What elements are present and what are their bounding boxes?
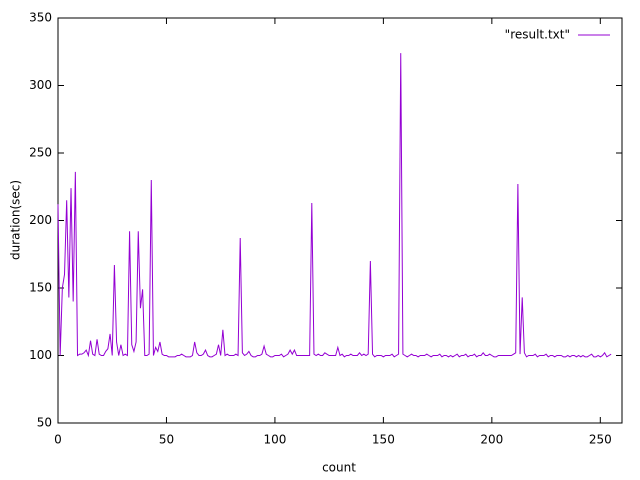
x-tick-label: 50 <box>159 433 174 447</box>
data-line <box>57 53 612 358</box>
y-tick-label: 100 <box>29 348 52 362</box>
x-tick-label: 0 <box>54 433 62 447</box>
plot-border <box>57 17 623 424</box>
y-tick-label: 300 <box>29 78 52 92</box>
legend-label: "result.txt" <box>505 28 570 42</box>
y-tick-label: 50 <box>37 416 52 430</box>
x-tick-label: 200 <box>480 433 503 447</box>
x-tick-label: 250 <box>589 433 612 447</box>
x-axis-label: count <box>322 461 356 475</box>
x-tick-label: 100 <box>263 433 286 447</box>
y-tick-label: 250 <box>29 146 52 160</box>
y-tick-label: 350 <box>29 11 52 25</box>
x-tick-label: 150 <box>372 433 395 447</box>
y-tick-label: 150 <box>29 281 52 295</box>
y-axis-label: duration(sec) <box>9 180 23 260</box>
y-tick-label: 200 <box>29 213 52 227</box>
